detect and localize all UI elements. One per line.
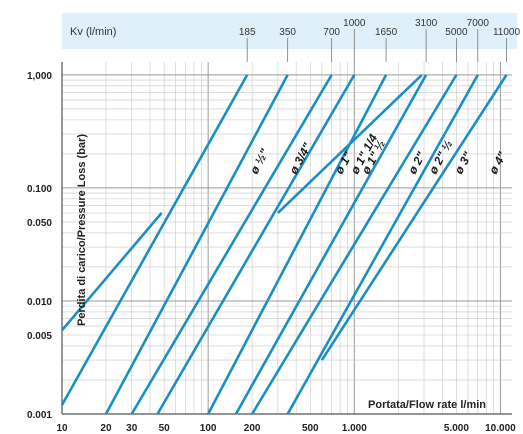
kv-value-label: 5000	[445, 27, 468, 38]
kv-value-label: 1650	[375, 27, 398, 38]
series-line	[60, 74, 249, 406]
x-axis-label: Portata/Flow rate l/min	[368, 399, 486, 411]
x-tick-label: 20	[100, 423, 112, 434]
kv-value-label: 7000	[467, 18, 490, 29]
y-tick-label: 1,000	[27, 71, 52, 82]
kv-header-band	[62, 13, 517, 49]
kv-value-label: 700	[323, 27, 340, 38]
series-line	[156, 74, 356, 415]
series-line	[286, 74, 479, 415]
kv-value-label: 3100	[415, 18, 438, 29]
x-tick-label: 30	[126, 423, 138, 434]
series-line	[130, 74, 333, 415]
series-line	[234, 74, 428, 415]
y-tick-label: 0.005	[27, 331, 52, 342]
x-tick-label: 1.000	[342, 423, 367, 434]
y-tick-label: 0.100	[27, 184, 52, 195]
y-tick-label: 0.010	[27, 297, 52, 308]
series-line	[276, 73, 423, 214]
kv-value-label: 11000	[493, 27, 521, 38]
x-tick-label: 10.000	[485, 423, 516, 434]
y-axis-label: Perdita di carico/Pressure Loss (bar)	[76, 134, 88, 326]
kv-value-label: 350	[279, 27, 296, 38]
kv-value-label: 1000	[343, 18, 366, 29]
x-tick-label: 5.000	[444, 423, 469, 434]
series-line	[251, 74, 458, 415]
series-line	[104, 74, 289, 415]
y-tick-label: 0.001	[27, 410, 52, 421]
x-tick-label: 100	[200, 423, 217, 434]
x-tick-label: 10	[56, 423, 68, 434]
kv-value-label: 185	[239, 27, 256, 38]
x-tick-label: 200	[244, 423, 261, 434]
series-line	[61, 212, 163, 332]
x-tick-label: 50	[159, 423, 171, 434]
y-tick-label: 0.050	[27, 218, 52, 229]
series-line	[320, 74, 508, 361]
x-tick-label: 500	[302, 423, 319, 434]
kv-header-label: Kv (l/min)	[70, 26, 116, 38]
series-line	[206, 74, 388, 415]
